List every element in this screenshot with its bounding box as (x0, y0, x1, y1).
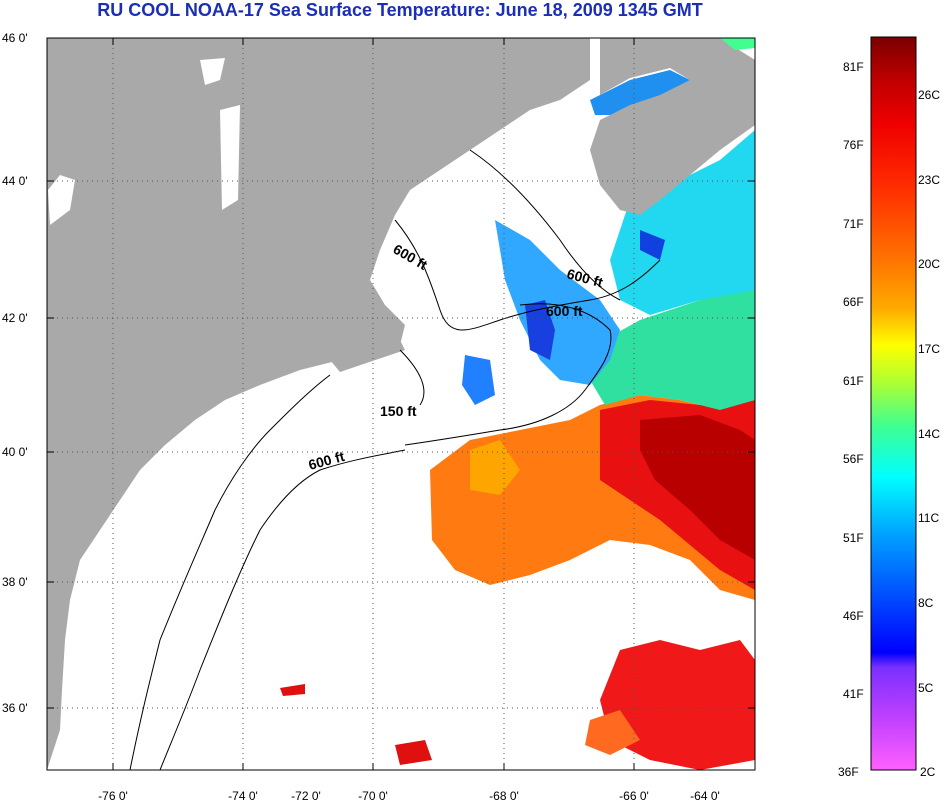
lon-label: -72 0' (291, 789, 321, 803)
cool-shelf-water (590, 280, 755, 410)
scotian-shelf-water (610, 130, 755, 315)
contour-150ft-cape (399, 349, 425, 406)
contour-label-georges: 600 ft (546, 303, 583, 319)
celsius-labels: 26C 23C 20C 17C 14C 11C 8C 5C 2C (918, 88, 940, 779)
georges-bank-cool-water (495, 220, 620, 385)
contour-600ft-gom (394, 219, 661, 331)
bathymetry-contours (129, 149, 661, 770)
contour-label-150: 150 ft (380, 403, 417, 419)
fahrenheit-labels: 81F 76F 71F 66F 61F 56F 51F 46F 41F 36F (838, 60, 864, 779)
cold-patch-east (640, 230, 665, 260)
scale-label-c: 17C (918, 342, 940, 356)
gulf-stream-hot (640, 415, 755, 560)
scale-label-f: 51F (843, 531, 864, 545)
scale-label-f: 76F (843, 138, 864, 152)
sst-imagery (280, 70, 755, 770)
lon-label: -76 0' (98, 789, 128, 803)
lon-label: -74 0' (228, 789, 258, 803)
tick-marks (47, 37, 755, 770)
lon-label: -70 0' (358, 789, 388, 803)
lakes (48, 58, 240, 225)
lat-label: 38 0' (2, 575, 28, 589)
scale-label-f: 61F (843, 374, 864, 388)
longitude-labels: -76 0' -74 0' -72 0' -70 0' -68 0' -66 0… (98, 789, 720, 803)
contour-600ft-shelf (159, 449, 406, 770)
scale-label-c: 5C (918, 681, 934, 695)
cold-patch-georges (525, 300, 555, 360)
land (47, 38, 755, 770)
scale-label-c: 20C (918, 257, 940, 271)
lat-label: 44 0' (2, 174, 28, 188)
latitude-labels: 46 0' 44 0' 42 0' 40 0' 38 0' 36 0' (2, 31, 28, 715)
scale-label-f: 81F (843, 60, 864, 74)
long-island (330, 340, 405, 372)
lat-label: 46 0' (2, 31, 28, 45)
warm-patch-west (470, 440, 520, 495)
contour-600ft-gom-east (469, 149, 621, 301)
lat-label: 40 0' (2, 445, 28, 459)
scale-label-c: 2C (920, 765, 936, 779)
contour-georges-bank (404, 303, 612, 446)
lon-label: -64 0' (690, 789, 720, 803)
chart-title: RU COOL NOAA-17 Sea Surface Temperature:… (97, 0, 703, 20)
scale-label-c: 14C (918, 427, 940, 441)
lon-label: -68 0' (489, 789, 519, 803)
scale-label-f: 56F (843, 452, 864, 466)
scale-label-c: 23C (918, 173, 940, 187)
scale-label-c: 26C (918, 88, 940, 102)
mainland-us (47, 38, 590, 770)
lon-label: -66 0' (619, 789, 649, 803)
scale-label-f: 66F (843, 295, 864, 309)
nantucket-shoals-water (462, 355, 495, 405)
northeast-corner-water (720, 38, 755, 50)
small-patch-sw (280, 684, 305, 696)
scale-label-f: 36F (838, 765, 859, 779)
small-patch-south (395, 740, 432, 765)
color-scale-bar (870, 36, 917, 771)
scale-label-f: 41F (843, 687, 864, 701)
scale-label-f: 46F (843, 609, 864, 623)
lat-label: 42 0' (2, 311, 28, 325)
scale-label-c: 11C (918, 511, 939, 525)
map-frame (46, 37, 756, 771)
nova-scotia-nb (590, 38, 755, 215)
lat-label: 36 0' (2, 701, 28, 715)
contour-150ft-shelf (129, 374, 331, 770)
scale-label-f: 71F (843, 217, 864, 231)
gridlines (47, 38, 755, 770)
southern-warm-patch (600, 640, 755, 770)
southern-patch-orange (585, 710, 640, 755)
bay-of-fundy-water (590, 70, 690, 115)
scale-label-c: 8C (918, 596, 934, 610)
